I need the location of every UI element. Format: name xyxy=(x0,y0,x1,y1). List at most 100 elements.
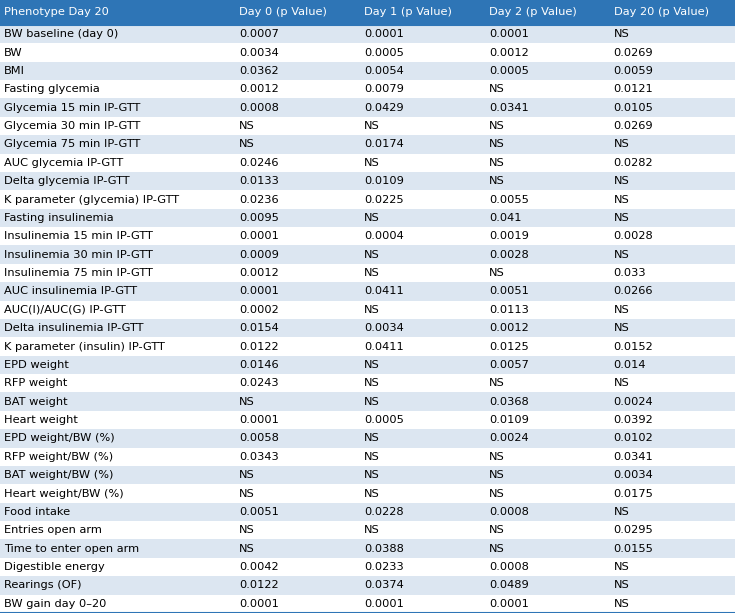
Text: NS: NS xyxy=(364,268,379,278)
Bar xyxy=(0,25,735,44)
Text: AUC insulinemia IP-GTT: AUC insulinemia IP-GTT xyxy=(4,286,137,297)
Text: 0.0001: 0.0001 xyxy=(239,286,279,297)
Text: NS: NS xyxy=(614,562,629,572)
Text: 0.0034: 0.0034 xyxy=(614,470,653,480)
Text: 0.0042: 0.0042 xyxy=(239,562,279,572)
Bar xyxy=(0,282,735,300)
Bar xyxy=(0,447,735,466)
Text: 0.0109: 0.0109 xyxy=(489,415,528,425)
Text: 0.0282: 0.0282 xyxy=(614,158,653,168)
Text: 0.0368: 0.0368 xyxy=(489,397,528,406)
Text: EPD weight/BW (%): EPD weight/BW (%) xyxy=(4,433,115,443)
Text: 0.0225: 0.0225 xyxy=(364,194,404,205)
Text: NS: NS xyxy=(364,433,379,443)
Text: 0.0001: 0.0001 xyxy=(489,599,528,609)
Text: RFP weight: RFP weight xyxy=(4,378,67,388)
Bar xyxy=(0,429,735,447)
Text: 0.033: 0.033 xyxy=(614,268,646,278)
Text: 0.0054: 0.0054 xyxy=(364,66,404,76)
Text: NS: NS xyxy=(614,323,629,333)
Text: 0.0155: 0.0155 xyxy=(614,544,653,554)
Bar xyxy=(0,227,735,245)
Text: Glycemia 15 min IP-GTT: Glycemia 15 min IP-GTT xyxy=(4,102,140,113)
Text: NS: NS xyxy=(489,378,504,388)
Text: 0.0012: 0.0012 xyxy=(489,47,528,58)
Text: Heart weight/BW (%): Heart weight/BW (%) xyxy=(4,489,123,498)
Text: Delta insulinemia IP-GTT: Delta insulinemia IP-GTT xyxy=(4,323,143,333)
Text: 0.0146: 0.0146 xyxy=(239,360,279,370)
Text: 0.0095: 0.0095 xyxy=(239,213,279,223)
Text: NS: NS xyxy=(239,544,254,554)
Text: 0.0079: 0.0079 xyxy=(364,84,404,94)
Text: 0.0343: 0.0343 xyxy=(239,452,279,462)
Text: 0.0269: 0.0269 xyxy=(614,47,653,58)
Text: NS: NS xyxy=(489,158,504,168)
Text: BW gain day 0–20: BW gain day 0–20 xyxy=(4,599,106,609)
Text: BAT weight: BAT weight xyxy=(4,397,68,406)
Text: NS: NS xyxy=(614,249,629,260)
Bar xyxy=(0,521,735,539)
Bar xyxy=(0,319,735,337)
Text: NS: NS xyxy=(364,470,379,480)
Text: 0.0028: 0.0028 xyxy=(489,249,528,260)
Text: 0.0175: 0.0175 xyxy=(614,489,653,498)
Text: NS: NS xyxy=(364,249,379,260)
Text: NS: NS xyxy=(364,360,379,370)
Bar xyxy=(0,44,735,62)
Text: NS: NS xyxy=(239,397,254,406)
Text: NS: NS xyxy=(614,599,629,609)
Bar xyxy=(0,208,735,227)
Text: NS: NS xyxy=(614,194,629,205)
Text: 0.0109: 0.0109 xyxy=(364,176,404,186)
Text: 0.0102: 0.0102 xyxy=(614,433,653,443)
Bar xyxy=(0,374,735,392)
Text: NS: NS xyxy=(364,489,379,498)
Text: NS: NS xyxy=(614,378,629,388)
Text: 0.0001: 0.0001 xyxy=(364,599,404,609)
Bar xyxy=(0,503,735,521)
Bar xyxy=(0,356,735,374)
Text: NS: NS xyxy=(364,158,379,168)
Text: Fasting insulinemia: Fasting insulinemia xyxy=(4,213,113,223)
Text: NS: NS xyxy=(364,378,379,388)
Bar xyxy=(0,539,735,558)
Text: NS: NS xyxy=(364,452,379,462)
Text: 0.0121: 0.0121 xyxy=(614,84,653,94)
Text: 0.0055: 0.0055 xyxy=(489,194,528,205)
Text: 0.0113: 0.0113 xyxy=(489,305,528,315)
Text: 0.0233: 0.0233 xyxy=(364,562,404,572)
Text: Delta glycemia IP-GTT: Delta glycemia IP-GTT xyxy=(4,176,129,186)
Text: Insulinemia 30 min IP-GTT: Insulinemia 30 min IP-GTT xyxy=(4,249,153,260)
Bar xyxy=(0,595,735,613)
Text: NS: NS xyxy=(489,176,504,186)
Text: NS: NS xyxy=(489,525,504,535)
Bar xyxy=(0,337,735,356)
Text: 0.0012: 0.0012 xyxy=(239,268,279,278)
Text: NS: NS xyxy=(489,544,504,554)
Text: 0.0008: 0.0008 xyxy=(489,562,528,572)
Bar xyxy=(0,300,735,319)
Text: NS: NS xyxy=(239,525,254,535)
Text: NS: NS xyxy=(364,397,379,406)
Bar xyxy=(0,135,735,154)
Text: 0.0228: 0.0228 xyxy=(364,507,404,517)
Text: 0.0058: 0.0058 xyxy=(239,433,279,443)
Text: 0.0001: 0.0001 xyxy=(239,415,279,425)
Text: 0.0388: 0.0388 xyxy=(364,544,404,554)
Text: Day 1 (p Value): Day 1 (p Value) xyxy=(364,7,452,17)
Text: NS: NS xyxy=(489,268,504,278)
Text: Day 2 (p Value): Day 2 (p Value) xyxy=(489,7,576,17)
Text: BAT weight/BW (%): BAT weight/BW (%) xyxy=(4,470,113,480)
Text: 0.0007: 0.0007 xyxy=(239,29,279,39)
Text: NS: NS xyxy=(489,84,504,94)
Text: NS: NS xyxy=(614,213,629,223)
Text: 0.0489: 0.0489 xyxy=(489,581,528,590)
Bar xyxy=(0,466,735,484)
Text: NS: NS xyxy=(364,305,379,315)
Text: Glycemia 75 min IP-GTT: Glycemia 75 min IP-GTT xyxy=(4,139,140,150)
Text: 0.0341: 0.0341 xyxy=(489,102,528,113)
Text: 0.0028: 0.0028 xyxy=(614,231,653,242)
Text: AUC glycemia IP-GTT: AUC glycemia IP-GTT xyxy=(4,158,123,168)
Text: BMI: BMI xyxy=(4,66,25,76)
Text: 0.0002: 0.0002 xyxy=(239,305,279,315)
